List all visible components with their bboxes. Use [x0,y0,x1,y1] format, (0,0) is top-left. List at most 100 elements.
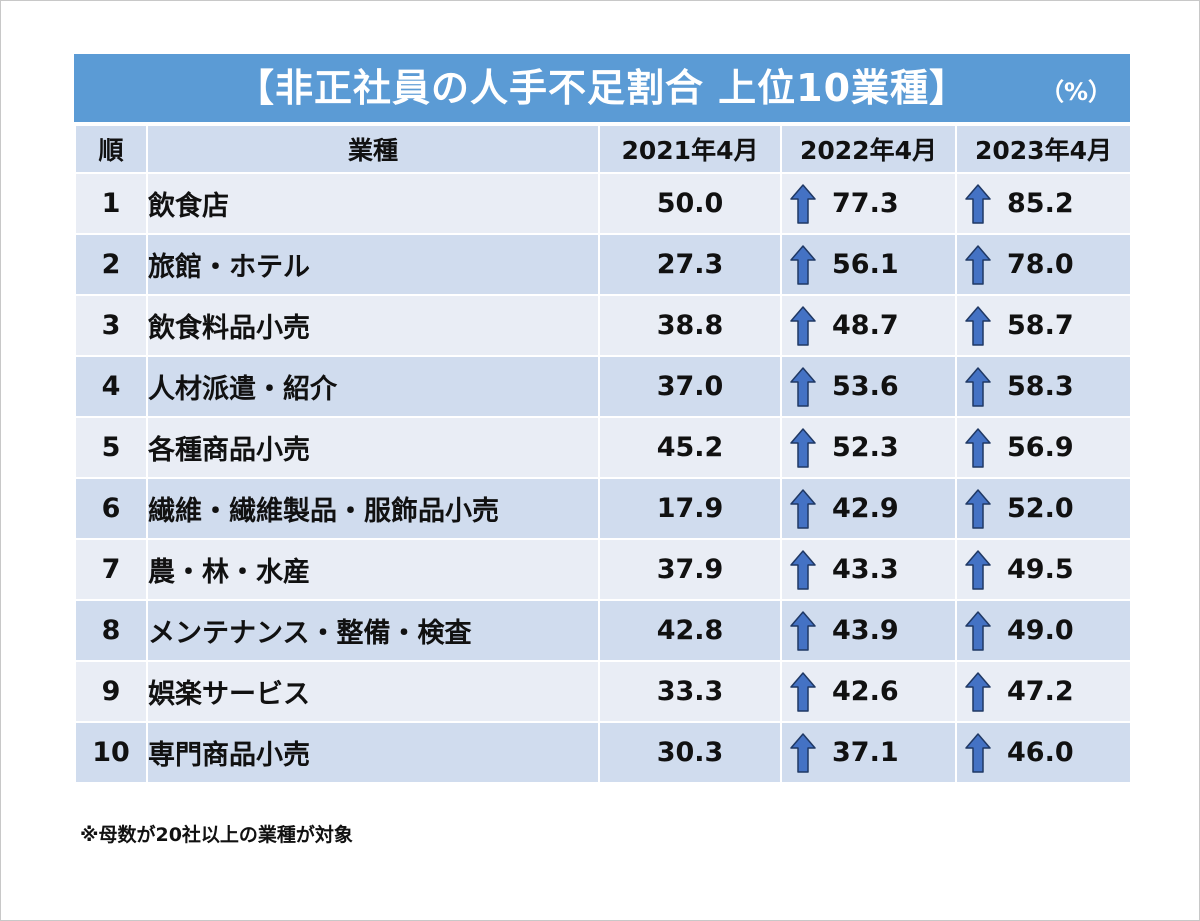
value-2021-cell: 38.8 [598,294,782,357]
industry-cell: 専門商品小売 [146,721,600,784]
value-2022-cell: 43.9 [780,599,957,662]
value-2022-label: 42.9 [832,493,899,524]
value-2023-cell: 46.0 [955,721,1132,784]
value-2021-cell: 17.9 [598,477,782,540]
table-row: 9 娯楽サービス 33.3 42.6 47.2 [74,660,1132,723]
value-2023-label: 78.0 [1007,249,1074,280]
value-2021-cell: 33.3 [598,660,782,723]
value-2022-label: 43.3 [832,554,899,585]
value-2022-label: 37.1 [832,737,899,768]
value-2022-cell: 52.3 [780,416,957,479]
column-header-2021: 2021年4月 [598,124,782,174]
up-arrow-icon [965,671,991,712]
value-2023-label: 56.9 [1007,432,1074,463]
rank-cell: 9 [74,660,148,723]
value-2022-label: 52.3 [832,432,899,463]
up-arrow-icon [790,488,816,529]
up-arrow-icon [965,183,991,224]
value-2023-label: 58.7 [1007,310,1074,341]
value-2021-cell: 50.0 [598,172,782,235]
up-arrow-icon [790,427,816,468]
value-2021-cell: 45.2 [598,416,782,479]
value-2023-label: 49.5 [1007,554,1074,585]
value-2022-cell: 77.3 [780,172,957,235]
table-row: 10 専門商品小売 30.3 37.1 46.0 [74,721,1132,784]
value-2022-cell: 48.7 [780,294,957,357]
rank-cell: 6 [74,477,148,540]
table-row: 8 メンテナンス・整備・検査 42.8 43.9 49.0 [74,599,1132,662]
value-2022-label: 48.7 [832,310,899,341]
table-row: 7 農・林・水産 37.9 43.3 49.5 [74,538,1132,601]
value-2023-cell: 52.0 [955,477,1132,540]
value-2022-cell: 53.6 [780,355,957,418]
table-row: 4 人材派遣・紹介 37.0 53.6 58.3 [74,355,1132,418]
industry-cell: 飲食料品小売 [146,294,600,357]
rank-cell: 4 [74,355,148,418]
rank-cell: 5 [74,416,148,479]
value-2023-cell: 49.5 [955,538,1132,601]
value-2023-cell: 47.2 [955,660,1132,723]
ranking-table: 順 業種 2021年4月 2022年4月 2023年4月 1 飲食店 50.0 77.… [74,124,1132,784]
value-2022-cell: 56.1 [780,233,957,296]
up-arrow-icon [790,244,816,285]
value-2023-cell: 58.7 [955,294,1132,357]
industry-cell: 各種商品小売 [146,416,600,479]
rank-cell: 3 [74,294,148,357]
column-header-2023: 2023年4月 [955,124,1132,174]
up-arrow-icon [965,488,991,529]
value-2023-cell: 85.2 [955,172,1132,235]
column-header-industry: 業種 [146,124,600,174]
unit-label: （%） [1039,78,1112,106]
value-2022-label: 43.9 [832,615,899,646]
value-2023-label: 52.0 [1007,493,1074,524]
up-arrow-icon [790,366,816,407]
value-2022-label: 56.1 [832,249,899,280]
up-arrow-icon [790,610,816,651]
industry-cell: 人材派遣・紹介 [146,355,600,418]
up-arrow-icon [965,366,991,407]
up-arrow-icon [965,305,991,346]
rank-cell: 10 [74,721,148,784]
up-arrow-icon [965,427,991,468]
up-arrow-icon [965,549,991,590]
table-row: 5 各種商品小売 45.2 52.3 56.9 [74,416,1132,479]
value-2023-cell: 56.9 [955,416,1132,479]
value-2022-cell: 42.9 [780,477,957,540]
value-2021-cell: 27.3 [598,233,782,296]
value-2023-label: 46.0 [1007,737,1074,768]
up-arrow-icon [965,244,991,285]
value-2023-label: 58.3 [1007,371,1074,402]
chart-title: 【非正社員の人手不足割合 上位10業種】 [235,66,969,110]
rank-cell: 7 [74,538,148,601]
value-2023-label: 85.2 [1007,188,1074,219]
value-2023-cell: 49.0 [955,599,1132,662]
title-bar: 【非正社員の人手不足割合 上位10業種】 （%） [74,54,1130,122]
value-2021-cell: 30.3 [598,721,782,784]
value-2022-cell: 42.6 [780,660,957,723]
value-2022-cell: 37.1 [780,721,957,784]
value-2021-cell: 37.9 [598,538,782,601]
industry-cell: 繊維・繊維製品・服飾品小売 [146,477,600,540]
column-header-2022: 2022年4月 [780,124,957,174]
industry-cell: メンテナンス・整備・検査 [146,599,600,662]
table-row: 3 飲食料品小売 38.8 48.7 58.7 [74,294,1132,357]
value-2022-label: 77.3 [832,188,899,219]
value-2022-label: 53.6 [832,371,899,402]
value-2021-cell: 42.8 [598,599,782,662]
value-2023-cell: 78.0 [955,233,1132,296]
column-header-rank: 順 [74,124,148,174]
value-2023-label: 47.2 [1007,676,1074,707]
table-row: 2 旅館・ホテル 27.3 56.1 78.0 [74,233,1132,296]
industry-cell: 飲食店 [146,172,600,235]
footnote: ※母数が20社以上の業種が対象 [80,824,353,846]
value-2023-cell: 58.3 [955,355,1132,418]
rank-cell: 1 [74,172,148,235]
value-2022-label: 42.6 [832,676,899,707]
rank-cell: 8 [74,599,148,662]
table-row: 6 繊維・繊維製品・服飾品小売 17.9 42.9 52.0 [74,477,1132,540]
rank-cell: 2 [74,233,148,296]
table-header-row: 順 業種 2021年4月 2022年4月 2023年4月 [74,124,1132,174]
up-arrow-icon [790,549,816,590]
industry-cell: 娯楽サービス [146,660,600,723]
up-arrow-icon [790,671,816,712]
